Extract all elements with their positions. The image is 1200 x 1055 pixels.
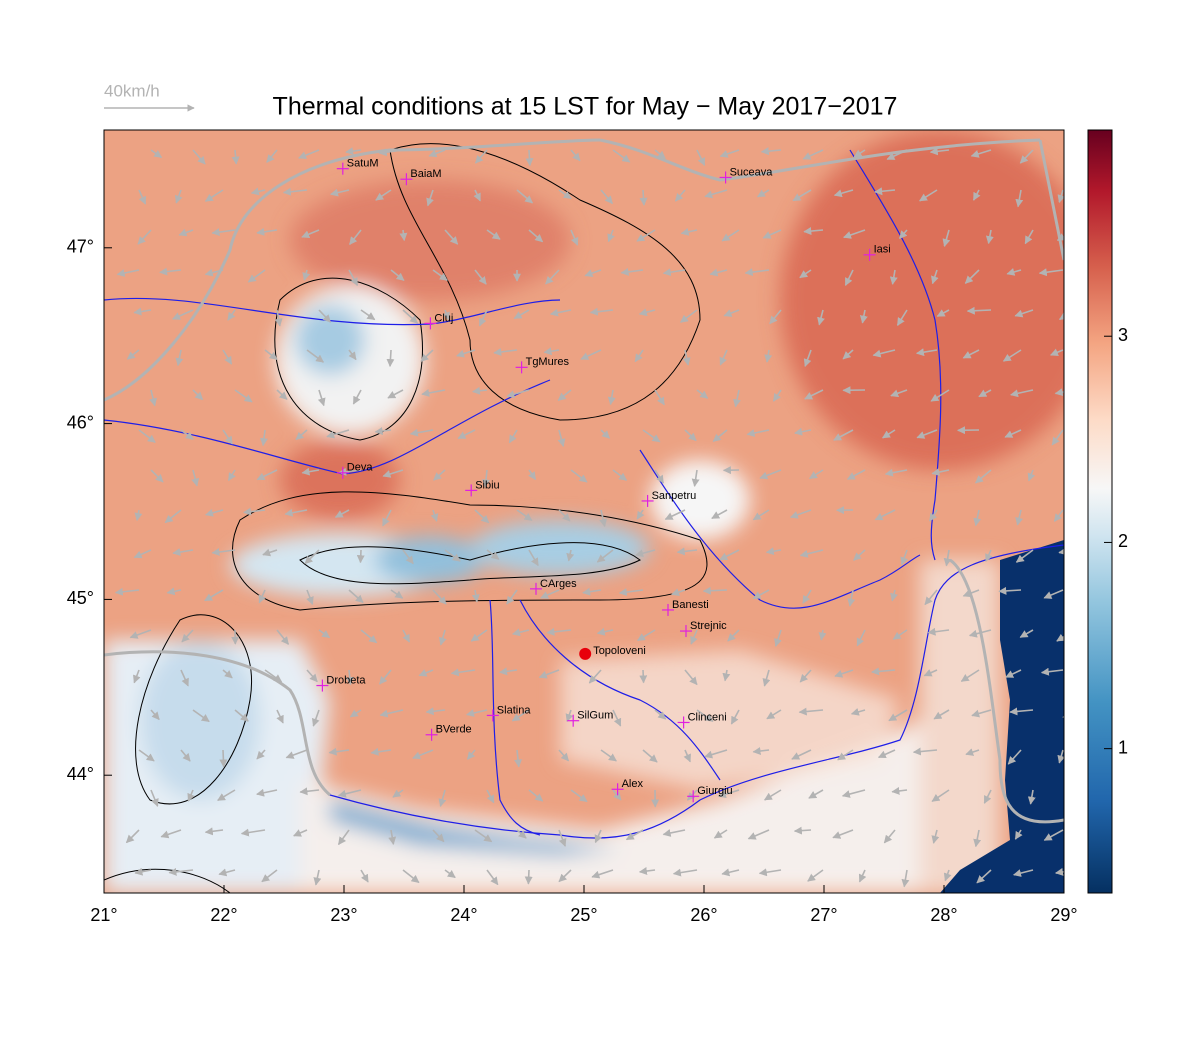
y-tick-label: 47° (67, 237, 94, 257)
colorbar-tick-label: 2 (1118, 531, 1128, 551)
wind-arrow (795, 830, 811, 831)
x-tick-label: 22° (210, 905, 237, 925)
city-label: Giurgiu (697, 785, 732, 797)
wind-arrow (528, 870, 529, 884)
wind-arrow (704, 590, 727, 591)
colorbar-tick-label: 1 (1118, 737, 1128, 757)
city-label: Suceava (730, 166, 774, 178)
colorbar (1088, 130, 1112, 893)
city-label: Banesti (672, 599, 709, 611)
temperature-field (104, 130, 1100, 893)
city-label: Clinceni (688, 711, 727, 723)
wind-arrow (1071, 150, 1075, 161)
x-tick-label: 28° (930, 905, 957, 925)
highlight-label: Topoloveni (593, 645, 646, 657)
colorbar-tick-label: 3 (1118, 325, 1128, 345)
city-label: SatuM (347, 158, 379, 170)
city-label: Alex (622, 778, 644, 790)
city-label: BVerde (436, 724, 472, 736)
wind-arrow (968, 310, 991, 311)
wind-arrow (529, 150, 530, 165)
wind-legend-label: 40km/h (104, 81, 160, 100)
wind-arrow (1072, 470, 1075, 486)
city-label: Sibiu (475, 479, 499, 491)
y-tick-label: 44° (67, 764, 94, 784)
city-label: Drobeta (326, 674, 366, 686)
wind-arrow (643, 190, 644, 205)
map-title: Thermal conditions at 15 LST for May − M… (273, 93, 898, 121)
city-label: BaiaM (410, 168, 441, 180)
city-label: Strejnic (690, 620, 727, 632)
city-label: Deva (347, 462, 374, 474)
x-tick-label: 26° (690, 905, 717, 925)
wind-arrow (643, 670, 644, 683)
y-tick-label: 46° (67, 412, 94, 432)
x-tick-label: 24° (450, 905, 477, 925)
wind-arrow (1063, 710, 1075, 717)
wind-arrow (390, 350, 391, 366)
city-label: Sanpetru (652, 490, 697, 502)
x-tick-label: 21° (90, 905, 117, 925)
y-tick-label: 45° (67, 588, 94, 608)
city-label: Cluj (434, 312, 453, 324)
city-label: TgMures (526, 356, 570, 368)
wind-arrow (360, 550, 361, 562)
x-tick-label: 27° (810, 905, 837, 925)
wind-arrow (1070, 790, 1075, 806)
city-label: SilGum (577, 710, 613, 722)
x-tick-label: 23° (330, 905, 357, 925)
city-label: Slatina (497, 704, 532, 716)
city-label: Iasi (874, 244, 891, 256)
highlight-marker (579, 648, 591, 660)
x-tick-label: 25° (570, 905, 597, 925)
city-label: CArges (540, 578, 577, 590)
wind-arrow (223, 750, 224, 767)
x-tick-label: 29° (1050, 905, 1077, 925)
